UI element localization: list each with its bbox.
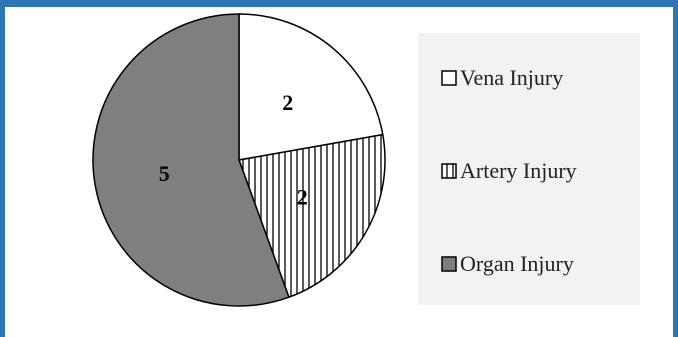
data-label-organ-injury: 5	[159, 161, 170, 186]
legend-swatch-vena-injury	[441, 70, 457, 86]
pie-slice-artery-injury	[237, 133, 386, 299]
pie-slice-vena-injury	[238, 13, 384, 161]
legend-swatch-organ-injury	[441, 256, 457, 272]
legend-label-artery-injury: Artery Injury	[460, 158, 577, 183]
legend: Vena Injury Artery Injury Organ Injury	[418, 33, 640, 305]
top-border	[0, 0, 678, 7]
pie-slices	[92, 13, 386, 307]
right-border	[673, 0, 678, 337]
pie-slice-organ-injury	[92, 13, 290, 307]
left-border	[0, 0, 5, 337]
legend-swatch-artery-injury	[441, 163, 457, 179]
legend-label-organ-injury: Organ Injury	[460, 251, 574, 276]
pie-slice-labels: 2 2 5	[159, 90, 308, 210]
legend-label-vena-injury: Vena Injury	[460, 65, 563, 90]
data-label-artery-injury: 2	[297, 185, 308, 210]
data-label-vena-injury: 2	[282, 90, 293, 115]
